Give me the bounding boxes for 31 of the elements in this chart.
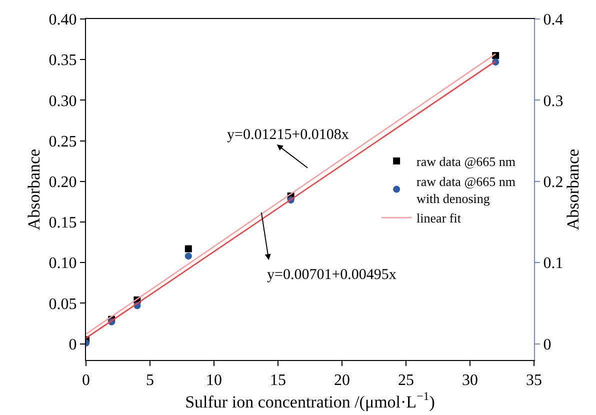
y2-tick-label: 0 xyxy=(543,336,552,354)
y-tick-label: 0.25 xyxy=(48,133,77,150)
y-tick-label: 0.10 xyxy=(48,255,77,272)
y-axis-title: Absorbance xyxy=(24,148,44,230)
legend-label: raw data @665 nm xyxy=(416,154,516,170)
y2-tick-label: 0.2 xyxy=(543,174,564,191)
legend-label: linear fit xyxy=(416,210,462,226)
point xyxy=(184,252,192,260)
x-tick-label: 25 xyxy=(398,372,414,390)
x-tick-label: 5 xyxy=(146,372,154,390)
y2-tick-label: 0.4 xyxy=(543,12,564,29)
annotation: y=0.01215+0.0108x xyxy=(227,127,350,143)
y-tick-label: 0.30 xyxy=(48,92,77,110)
y-tick-label: 0.20 xyxy=(48,174,77,191)
y-tick-label: 0 xyxy=(68,336,77,354)
y-tick-label: 0.15 xyxy=(48,214,77,232)
annotation: y=0.00701+0.00495x xyxy=(267,267,397,283)
y-tick-label: 0.40 xyxy=(48,12,77,29)
x-tick-label: 35 xyxy=(526,372,542,390)
x-axis-title: Sulfur ion concentration /(μmol·L$^{−1}$) xyxy=(185,389,435,412)
y2-tick-label: 0.3 xyxy=(543,92,564,110)
x-tick-label: 15 xyxy=(270,372,286,390)
x-tick-label: 0 xyxy=(82,372,90,390)
point xyxy=(184,245,192,252)
y-tick-label: 0.05 xyxy=(48,296,77,313)
y2-tick-label: 0.1 xyxy=(543,255,564,272)
y2-axis-title: Absorbance xyxy=(564,148,583,230)
x-tick-label: 10 xyxy=(206,372,222,390)
y-tick-label: 0.35 xyxy=(48,52,77,70)
x-tick-label: 30 xyxy=(462,372,478,390)
x-tick-label: 20 xyxy=(334,372,350,390)
